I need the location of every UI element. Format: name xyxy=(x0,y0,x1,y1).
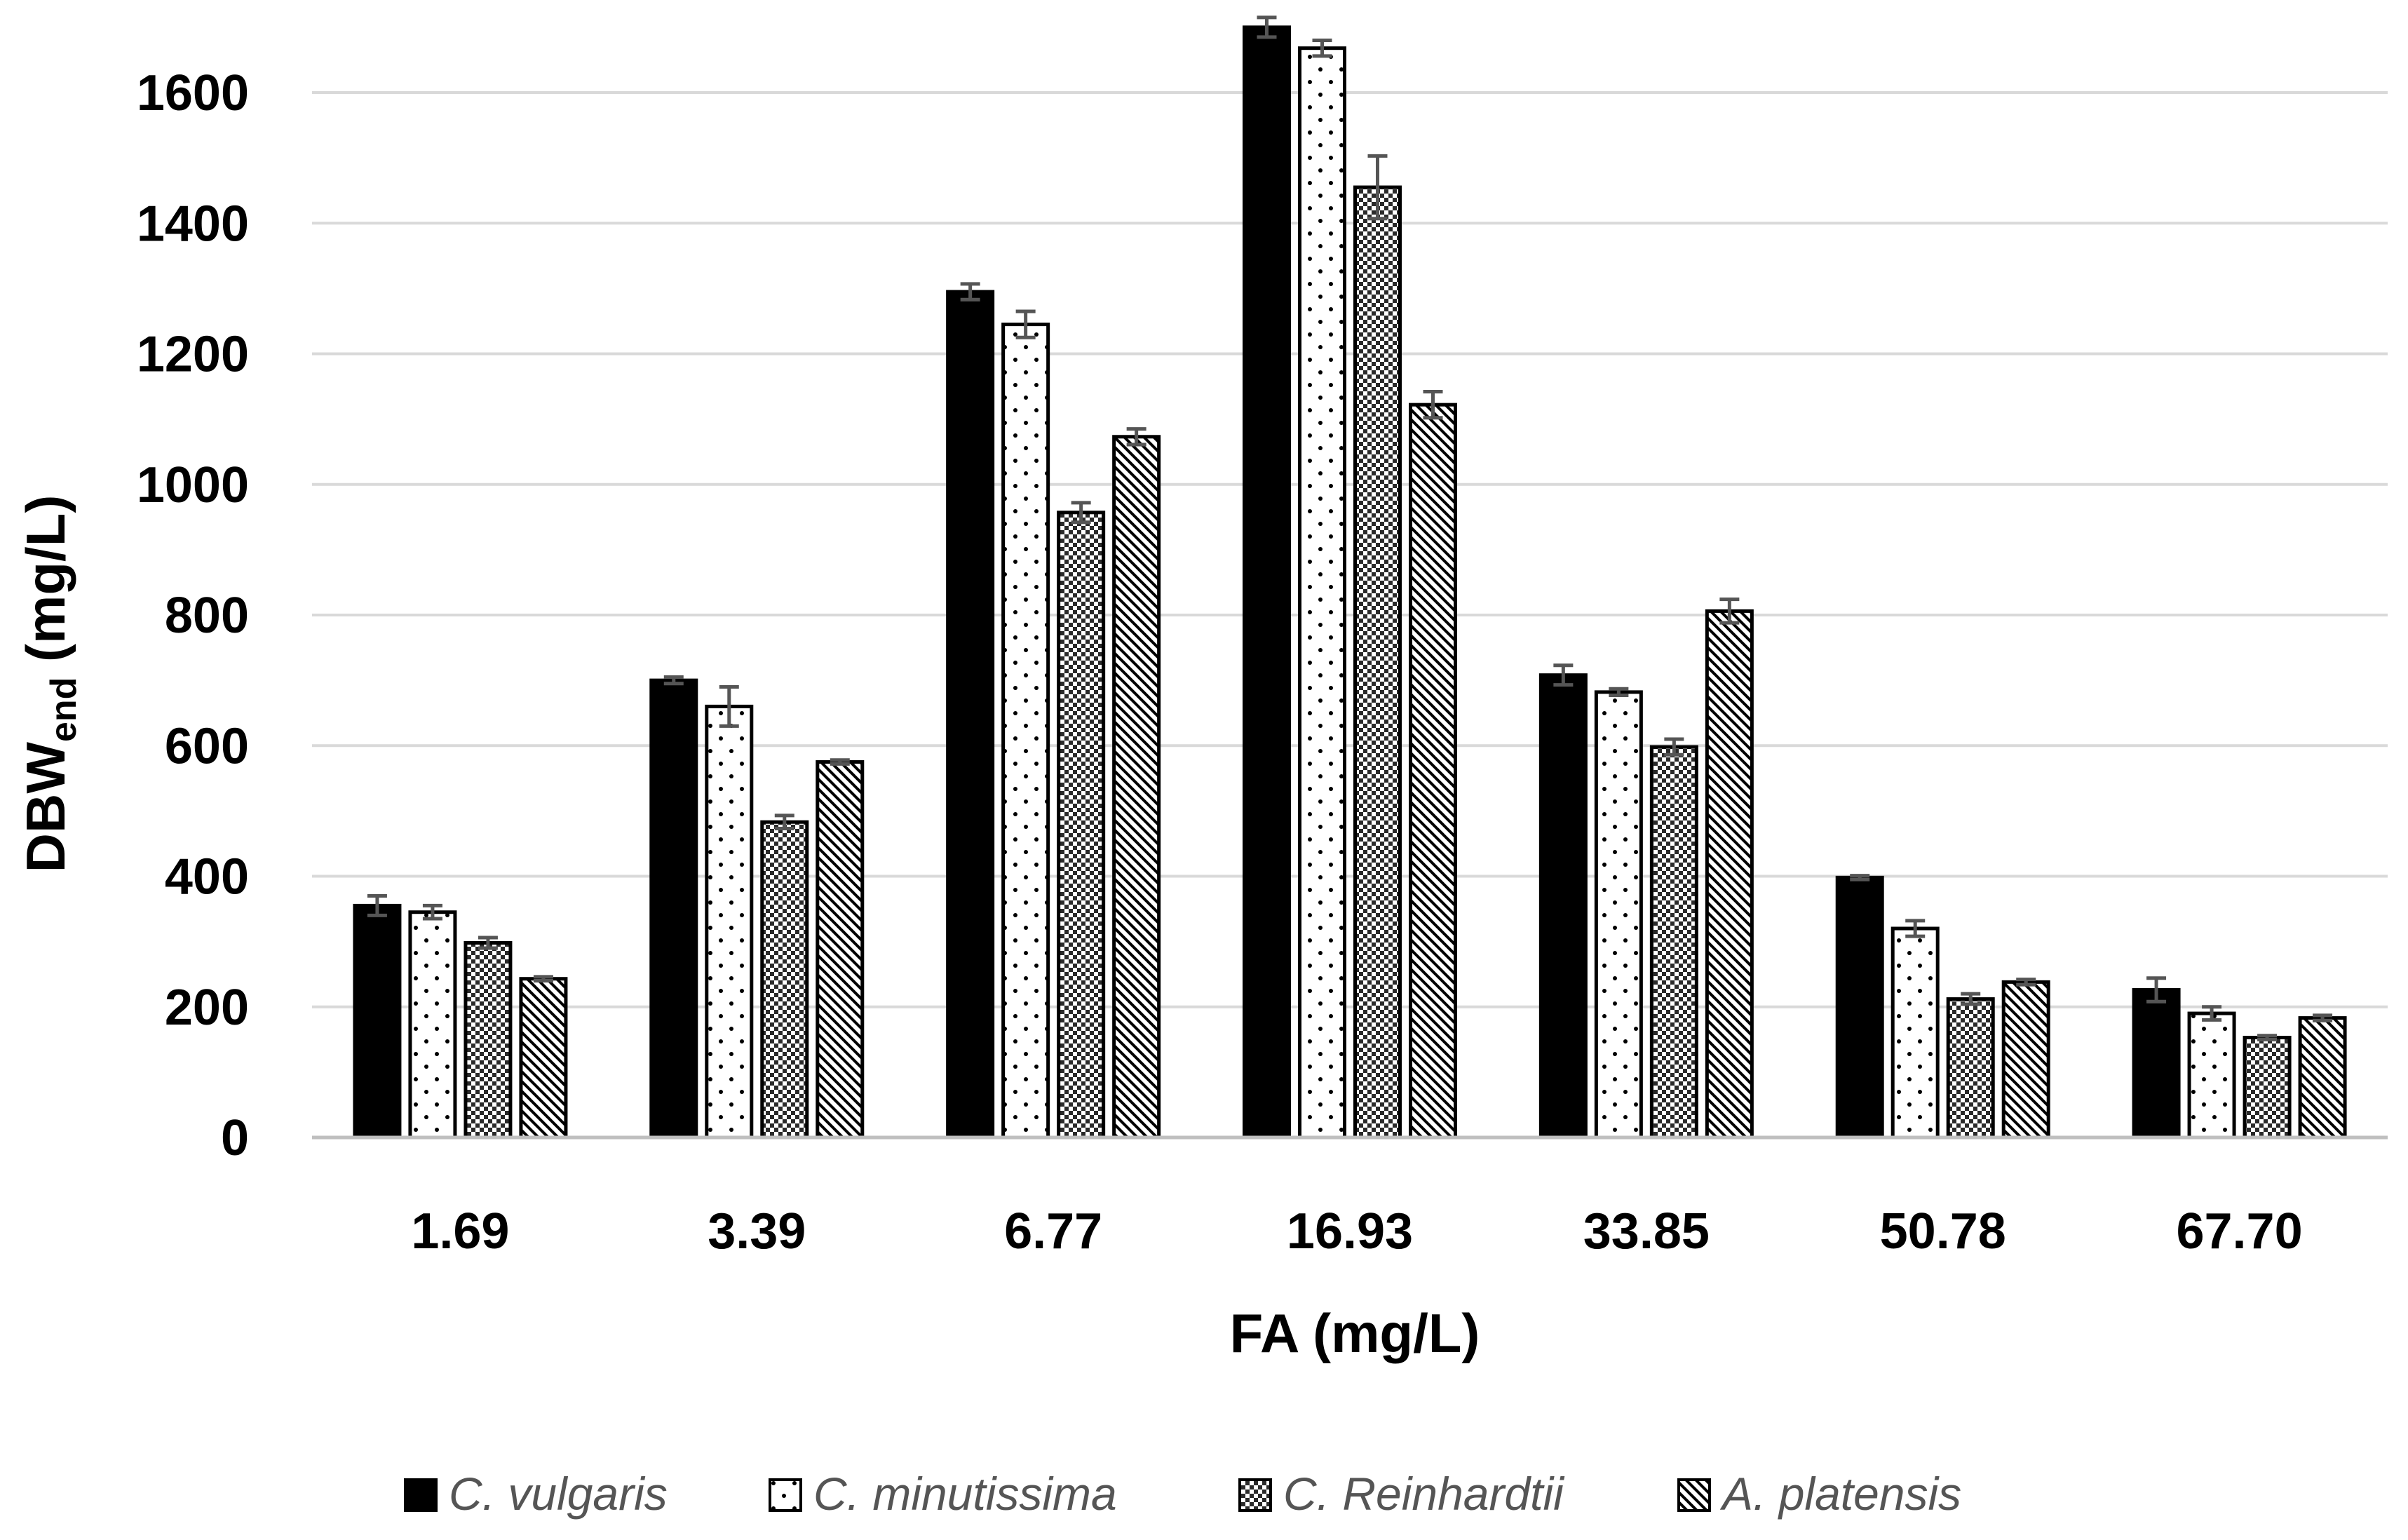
bar xyxy=(1835,875,1884,1140)
bar xyxy=(2243,1036,2292,1140)
x-tick-label: 16.93 xyxy=(1287,1203,1413,1259)
bar xyxy=(1538,673,1588,1140)
bar xyxy=(946,290,995,1140)
y-tick-label: 200 xyxy=(165,980,249,1036)
bar xyxy=(1946,997,1995,1140)
y-axis-title-unit: (mg/L) xyxy=(15,495,76,677)
bar xyxy=(1409,403,1457,1140)
legend-swatch xyxy=(769,1478,802,1512)
bar xyxy=(1649,745,1698,1140)
x-tick-label: 3.39 xyxy=(708,1203,806,1259)
bar xyxy=(408,910,457,1140)
x-tick-label: 50.78 xyxy=(1880,1203,2006,1259)
bar xyxy=(705,704,754,1140)
y-tick-label: 1600 xyxy=(137,65,249,121)
bar xyxy=(1001,323,1050,1140)
x-tick-label: 67.70 xyxy=(2176,1203,2302,1259)
y-tick-label: 800 xyxy=(165,588,249,644)
bar xyxy=(649,678,698,1140)
bar xyxy=(1353,185,1402,1140)
y-tick-label: 1400 xyxy=(137,196,249,252)
bar xyxy=(2001,980,2050,1140)
y-tick-label: 600 xyxy=(165,718,249,774)
y-axis-title-sub: end xyxy=(43,677,84,742)
bar xyxy=(1243,25,1291,1140)
y-tick-label: 0 xyxy=(221,1110,249,1166)
legend-label: A. platensis xyxy=(1719,1468,1961,1520)
y-axis-ticks: 0 200 400 600 800 1000 1200 1400 1600 xyxy=(137,65,249,1166)
x-tick-label: 33.85 xyxy=(1583,1203,1710,1259)
y-axis-title: DBWend (mg/L) xyxy=(15,495,84,873)
bars xyxy=(353,25,2347,1140)
legend-swatch xyxy=(1677,1478,1711,1512)
error-bars xyxy=(367,15,2333,1041)
bar xyxy=(2187,1011,2236,1140)
legend-label: C. Reinhardtii xyxy=(1283,1468,1565,1520)
bar xyxy=(816,760,865,1140)
bar xyxy=(353,903,402,1140)
bar xyxy=(1298,46,1346,1140)
bar xyxy=(519,977,568,1140)
x-tick-label: 1.69 xyxy=(411,1203,509,1259)
legend-label: C. minutissima xyxy=(813,1468,1117,1520)
y-axis-title-main: DBW xyxy=(15,742,76,873)
x-tick-label: 6.77 xyxy=(1004,1203,1102,1259)
gridlines xyxy=(312,91,2388,1008)
x-axis-title: FA (mg/L) xyxy=(1230,1302,1480,1364)
y-tick-label: 400 xyxy=(165,849,249,905)
legend: C. vulgaris C. minutissima C. Reinhardtii A… xyxy=(404,1468,1961,1520)
y-tick-label: 1200 xyxy=(137,327,249,383)
bar xyxy=(1057,511,1106,1140)
legend-swatch xyxy=(1238,1478,1272,1512)
bar xyxy=(2298,1016,2347,1140)
legend-swatch xyxy=(404,1478,438,1512)
bar xyxy=(464,940,513,1140)
y-tick-label: 1000 xyxy=(137,457,249,513)
bar xyxy=(1890,926,1940,1140)
bar xyxy=(760,820,809,1140)
legend-label: C. vulgaris xyxy=(449,1468,668,1520)
bar xyxy=(1594,690,1643,1140)
x-axis-ticks: 1.69 3.39 6.77 16.93 33.85 50.78 67.70 xyxy=(411,1203,2302,1259)
bar xyxy=(1705,609,1754,1140)
bar xyxy=(2132,988,2181,1140)
bar xyxy=(1112,435,1161,1140)
